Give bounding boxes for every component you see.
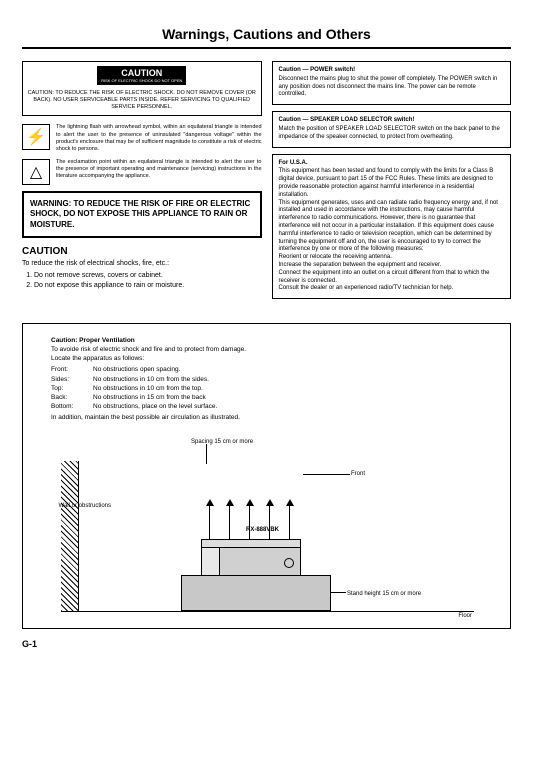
lightning-icon: ⚡ [22, 124, 50, 150]
list-item: Do not expose this appliance to rain or … [34, 281, 262, 291]
wall-hatch [61, 461, 79, 611]
arrow-up-icon [206, 499, 214, 539]
front-label: Front [351, 470, 365, 478]
symbol-row-2: △ The exclamation point within an equila… [22, 159, 262, 185]
speaker-load-box: Caution — SPEAKER LOAD SELECTOR switch! … [272, 111, 512, 147]
caution-intro: To reduce the risk of electrical shocks,… [22, 259, 262, 269]
caution-heading: CAUTION [22, 246, 262, 257]
vent-val: No obstructions in 15 cm from the back [93, 393, 206, 402]
box-text: This equipment has been tested and found… [279, 168, 505, 199]
stand-leader [331, 592, 346, 593]
caution-box: CAUTION RISK OF ELECTRIC SHOCK DO NOT OP… [22, 61, 262, 116]
page-number: G-1 [22, 639, 511, 649]
warning-box: WARNING: TO REDUCE THE RISK OF FIRE OR E… [22, 191, 262, 238]
ventilation-box: Caution: Proper Ventilation To avoide ri… [22, 323, 511, 629]
vent-text: To avoide risk of electric shock and fir… [51, 345, 482, 354]
vent-key: Top: [51, 384, 93, 393]
symbol-row-1: ⚡ The lightning flash with arrowhead sym… [22, 124, 262, 153]
vent-val: No obstructions in 10 cm from the top. [93, 384, 203, 393]
front-leader [303, 474, 350, 475]
vent-key: Back: [51, 393, 93, 402]
vent-text: In addition, maintain the best possible … [51, 413, 482, 422]
ventilation-diagram: Spacing 15 cm or more Wall or obstructio… [51, 430, 482, 620]
receiver-unit [201, 539, 301, 575]
list-item: Do not remove screws, covers or cabinet. [34, 271, 262, 281]
vent-text: Locate the apparatus as follows: [51, 354, 482, 363]
caution-text: CAUTION: TO REDUCE THE RISK OF ELECTRIC … [27, 90, 257, 111]
symbol-text-1: The lightning flash with arrowhead symbo… [56, 124, 262, 153]
vent-val: No obstructions open spacing. [93, 365, 180, 374]
box-heading: For U.S.A. [279, 160, 505, 168]
caution-small: RISK OF ELECTRIC SHOCK DO NOT OPEN [101, 78, 182, 83]
spacing-label: Spacing 15 cm or more [191, 438, 253, 446]
vent-heading: Caution: Proper Ventilation [51, 336, 482, 345]
box-heading: Caution — SPEAKER LOAD SELECTOR switch! [279, 117, 505, 125]
spacing-leader [206, 444, 207, 464]
left-column: CAUTION RISK OF ELECTRIC SHOCK DO NOT OP… [22, 61, 262, 305]
box-text: Consult the dealer or an experienced rad… [279, 285, 505, 293]
arrow-up-icon [226, 499, 234, 539]
box-heading: Caution — POWER switch! [279, 67, 505, 75]
vent-val: No obstructions in 10 cm from the sides. [93, 375, 209, 384]
floor-label: Floor [458, 612, 472, 620]
vent-key: Bottom: [51, 402, 93, 411]
right-column: Caution — POWER switch! Disconnect the m… [272, 61, 512, 305]
floor-line [61, 611, 474, 612]
usa-box: For U.S.A. This equipment has been teste… [272, 154, 512, 300]
title-rule [22, 47, 511, 49]
stand [181, 575, 331, 611]
vent-val: No obstructions, place on the level surf… [93, 402, 217, 411]
caution-big: CAUTION [101, 68, 182, 78]
vent-key: Sides: [51, 375, 93, 384]
caution-label: CAUTION RISK OF ELECTRIC SHOCK DO NOT OP… [97, 66, 186, 85]
box-text: Match the position of SPEAKER LOAD SELEC… [279, 126, 505, 142]
page-title: Warnings, Cautions and Others [22, 18, 511, 47]
two-columns: CAUTION RISK OF ELECTRIC SHOCK DO NOT OP… [22, 61, 511, 305]
symbol-text-2: The exclamation point within an equilate… [56, 159, 262, 180]
stand-label: Stand height 15 cm or more [347, 590, 421, 598]
box-text: Reorient or relocate the receiving anten… [279, 254, 505, 262]
model-label: RX-888VBK [246, 526, 279, 534]
box-text: Disconnect the mains plug to shut the po… [279, 76, 505, 99]
wall-label: Wall or obstructions [51, 502, 111, 510]
vent-key: Front: [51, 365, 93, 374]
box-text: Increase the separation between the equi… [279, 262, 505, 270]
arrow-up-icon [286, 499, 294, 539]
power-switch-box: Caution — POWER switch! Disconnect the m… [272, 61, 512, 105]
vent-table: Front:No obstructions open spacing. Side… [51, 365, 482, 410]
box-text: Connect the equipment into an outlet on … [279, 270, 505, 286]
exclamation-icon: △ [22, 159, 50, 185]
box-text: This equipment generates, uses and can r… [279, 200, 505, 255]
caution-list: Do not remove screws, covers or cabinet.… [22, 271, 262, 291]
